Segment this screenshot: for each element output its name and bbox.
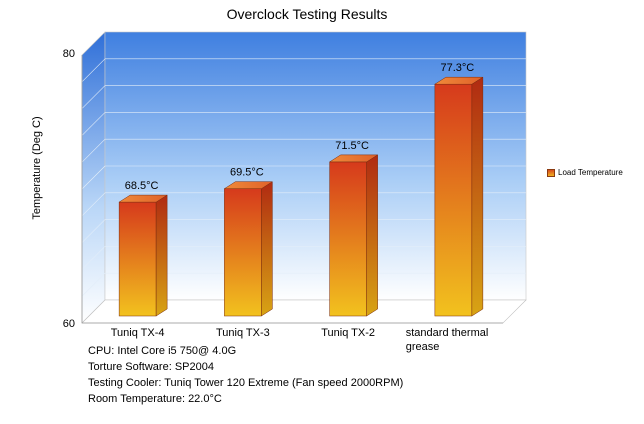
chart-title: Overclock Testing Results xyxy=(227,6,388,22)
bar-side xyxy=(471,76,484,317)
gridline-side xyxy=(81,112,106,136)
x-tick-label: Tuniq TX-3 xyxy=(216,327,270,339)
bar-side xyxy=(155,194,168,317)
bar-front xyxy=(329,161,367,317)
x-tick-label: standard thermal grease xyxy=(406,327,489,353)
y-tick-label-max: 80 xyxy=(63,48,75,60)
gridline-side xyxy=(81,138,106,163)
x-tick-label-line: grease xyxy=(406,341,440,353)
x-tick-label-line: Tuniq TX-2 xyxy=(321,327,375,339)
data-label: 68.5°C xyxy=(125,180,159,192)
x-tick-label-line: Tuniq TX-3 xyxy=(216,327,270,339)
gridline-side xyxy=(81,246,106,270)
x-axis-labels: Tuniq TX-4 Tuniq TX-3 Tuniq TX-2 standard t… xyxy=(111,327,489,353)
gridline-side xyxy=(81,58,106,83)
x-tick-label: Tuniq TX-2 xyxy=(321,327,375,339)
gridline-side xyxy=(81,85,106,109)
data-label: 69.5°C xyxy=(230,167,264,179)
bar-side xyxy=(261,181,273,317)
note-cpu: CPU: Intel Core i5 750@ 4.0G xyxy=(88,345,237,357)
legend-swatch xyxy=(547,168,555,177)
legend-label: Load Temperature xyxy=(558,168,623,177)
bars: 68.5°C 69.5°C 71.5°C 77.3°C xyxy=(118,62,484,317)
bar-top xyxy=(434,76,484,85)
test-notes: CPU: Intel Core i5 750@ 4.0G Torture Sof… xyxy=(88,343,403,407)
bar-top xyxy=(223,181,274,189)
y-tick-label-min: 60 xyxy=(63,318,75,330)
gridline-side xyxy=(81,272,106,297)
note-cooler: Testing Cooler: Tuniq Tower 120 Extreme … xyxy=(88,377,404,389)
bar-top xyxy=(118,194,168,203)
y-axis-label: Temperature (Deg C) xyxy=(31,116,43,219)
x-tick-label: Tuniq TX-4 xyxy=(111,327,165,339)
bar-front xyxy=(118,201,157,317)
note-room-temp: Room Temperature: 22.0°C xyxy=(88,393,222,405)
bar-side xyxy=(366,154,378,317)
gridline-side xyxy=(81,219,106,243)
gridline-side xyxy=(81,192,106,217)
gridline-side xyxy=(81,165,106,190)
x-tick-label-line: Tuniq TX-4 xyxy=(111,327,165,339)
x-tick-label-line: standard thermal xyxy=(406,327,489,339)
data-label: 77.3°C xyxy=(440,62,474,74)
legend: Load Temperature xyxy=(547,168,623,177)
bar-front xyxy=(434,83,473,317)
note-software: Torture Software: SP2004 xyxy=(88,361,214,373)
bar-top xyxy=(328,154,379,163)
data-label: 71.5°C xyxy=(335,140,369,152)
bar-front xyxy=(224,188,262,317)
